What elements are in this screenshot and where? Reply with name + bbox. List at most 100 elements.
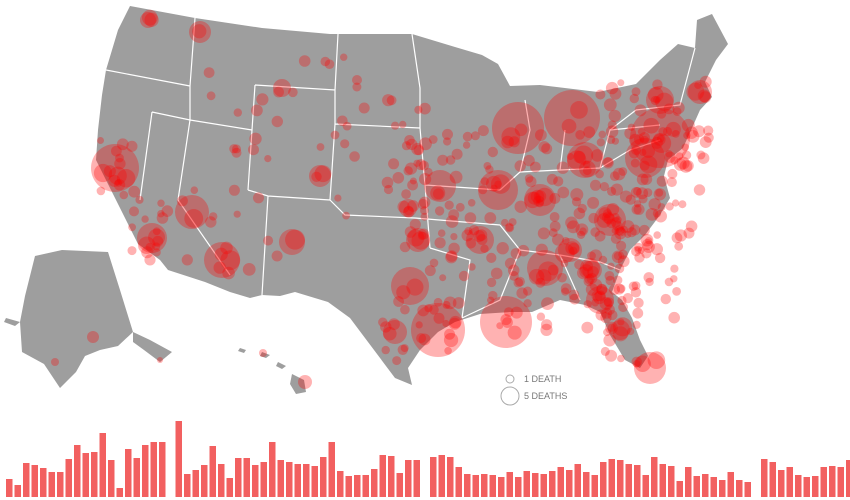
- death-bubble: [587, 196, 600, 209]
- death-bubble: [624, 127, 637, 140]
- death-bubble: [523, 286, 533, 296]
- timeline-bar: [40, 468, 47, 497]
- death-bubble: [141, 215, 149, 223]
- death-bubble: [467, 199, 476, 207]
- death-bubble: [611, 212, 620, 222]
- death-bubble: [624, 230, 632, 239]
- death-bubble: [630, 287, 642, 298]
- death-bubble: [404, 162, 418, 175]
- death-bubble: [443, 137, 452, 146]
- death-bubble: [141, 246, 154, 259]
- death-bubble: [349, 151, 360, 162]
- death-bubble: [492, 102, 544, 154]
- death-bubble: [574, 259, 584, 270]
- death-bubble: [528, 268, 545, 285]
- death-bubble: [533, 190, 547, 203]
- death-bubble: [415, 321, 423, 329]
- death-bubble: [671, 130, 680, 138]
- death-bubble: [582, 166, 592, 176]
- death-bubble: [665, 150, 673, 158]
- death-bubble: [587, 251, 596, 261]
- death-bubble: [524, 184, 556, 216]
- death-bubble: [392, 172, 405, 184]
- death-bubble: [466, 226, 494, 254]
- death-bubble: [603, 157, 613, 168]
- death-bubble: [298, 55, 311, 67]
- timeline-bar: [455, 467, 462, 497]
- death-bubble: [611, 226, 619, 235]
- death-bubble: [316, 143, 325, 151]
- death-bubble: [601, 307, 613, 319]
- death-bubble: [477, 125, 489, 137]
- death-bubble: [222, 266, 235, 280]
- death-bubble: [598, 207, 612, 221]
- death-bubble: [641, 144, 656, 158]
- death-bubble: [548, 264, 559, 276]
- death-bubble: [417, 304, 430, 317]
- death-bubble: [116, 168, 136, 188]
- death-bubble: [583, 276, 594, 287]
- death-bubble: [685, 220, 698, 233]
- death-bubble: [591, 149, 604, 162]
- death-bubble: [639, 132, 650, 143]
- timeline-bar: [286, 462, 293, 497]
- death-bubble: [176, 195, 188, 207]
- death-bubble: [605, 125, 619, 138]
- death-bubble: [598, 130, 607, 139]
- timeline-bar: [617, 460, 624, 497]
- death-bubble: [407, 179, 418, 191]
- death-bubble: [515, 276, 525, 287]
- death-bubble: [480, 244, 489, 253]
- death-bubble: [634, 242, 644, 252]
- death-bubble: [631, 204, 642, 215]
- death-bubble: [631, 356, 642, 367]
- death-bubble: [468, 225, 480, 236]
- timeline-bar: [252, 465, 259, 497]
- death-bubble: [560, 283, 572, 295]
- death-bubble: [612, 167, 626, 181]
- timeline-bar: [642, 475, 649, 497]
- death-bubble: [485, 165, 494, 174]
- timeline-bar: [566, 470, 573, 497]
- death-bubble: [420, 212, 429, 221]
- death-bubble: [682, 160, 694, 172]
- death-bubble: [407, 229, 425, 247]
- death-bubble: [476, 234, 488, 245]
- death-bubble: [141, 9, 158, 26]
- hawaii-main-shape: [290, 374, 306, 394]
- death-bubble: [655, 92, 674, 111]
- death-bubble: [514, 160, 526, 172]
- death-bubble: [114, 179, 123, 187]
- death-bubble: [586, 273, 598, 284]
- death-bubble: [585, 283, 599, 296]
- death-bubble: [411, 303, 465, 357]
- death-bubble: [674, 241, 684, 251]
- death-bubble: [448, 209, 460, 221]
- timeline-bar: [175, 421, 182, 497]
- death-bubble: [448, 242, 460, 254]
- timeline-bar: [142, 445, 149, 497]
- timeline-bar: [574, 464, 581, 497]
- death-bubble: [693, 184, 706, 196]
- death-bubble: [658, 127, 668, 137]
- timeline-bar: [685, 467, 692, 497]
- death-bubble: [175, 195, 209, 229]
- death-bubble: [609, 171, 620, 182]
- death-bubble: [613, 251, 623, 261]
- death-bubble: [554, 243, 575, 264]
- death-bubble: [633, 200, 642, 208]
- timeline-bar: [498, 477, 505, 497]
- death-bubble: [609, 87, 622, 100]
- death-bubble: [127, 246, 137, 256]
- death-bubble: [334, 194, 342, 202]
- timeline-bar: [413, 460, 420, 497]
- timeline-bar: [150, 442, 157, 497]
- timeline-bar: [583, 472, 590, 497]
- death-bubble: [643, 272, 655, 283]
- death-bubble: [449, 315, 462, 329]
- death-bubble: [487, 146, 498, 158]
- death-bubble: [513, 277, 524, 288]
- death-bubble: [614, 227, 627, 240]
- timeline-bar: [634, 465, 641, 497]
- death-bubble: [424, 170, 456, 202]
